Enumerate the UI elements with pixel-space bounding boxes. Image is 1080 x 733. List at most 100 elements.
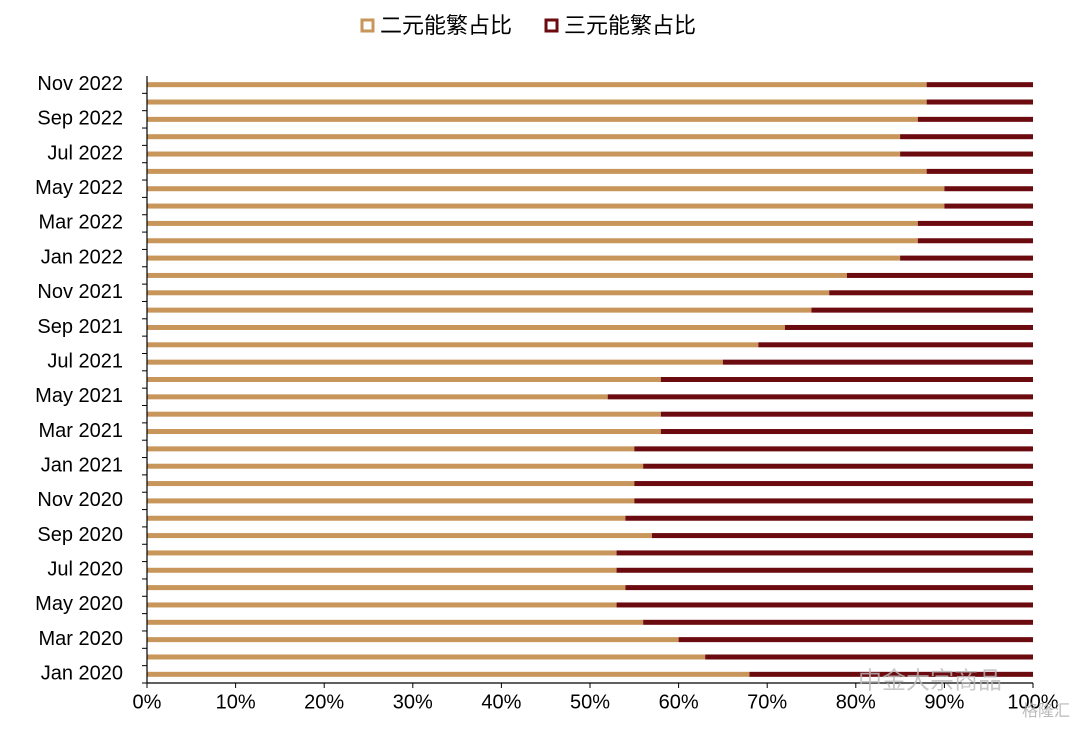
x-tick-label: 70% — [747, 691, 787, 713]
bar-segment — [846, 272, 1033, 278]
bar-segment — [147, 168, 927, 174]
bar-segment — [147, 255, 901, 261]
watermark: 格隆汇 — [1022, 702, 1070, 720]
bar-segment — [634, 498, 1033, 504]
bar-segment — [147, 498, 635, 504]
bar-segment — [147, 377, 661, 382]
bar-segment — [147, 654, 706, 660]
bar-segment — [147, 463, 644, 469]
watermark: 中金大宗商品 — [858, 667, 1002, 694]
bar-segment — [917, 238, 1033, 244]
bar-segment — [926, 168, 1033, 174]
y-tick-label: Sep 2021 — [37, 316, 123, 338]
x-tick-label: 50% — [570, 691, 610, 713]
bar-segment — [811, 307, 1033, 313]
x-tick-label: 100% — [1007, 691, 1058, 713]
y-tick-label: Mar 2021 — [39, 420, 124, 442]
bar-segment — [147, 307, 812, 313]
bar-segment — [660, 411, 1033, 417]
bar-segment — [616, 567, 1033, 573]
bar-segment — [643, 619, 1033, 625]
bar-segment — [147, 116, 918, 122]
bar-segment — [147, 602, 617, 608]
bar-segment — [147, 99, 927, 105]
bar-segment — [147, 637, 679, 643]
bar-segment — [147, 446, 635, 452]
bar-segment — [147, 550, 617, 556]
bar-segment — [147, 481, 635, 487]
legend-label: 三元能繁占比 — [564, 13, 696, 38]
bar-segment — [147, 272, 847, 278]
bar-segment — [147, 533, 653, 539]
bar-segment — [926, 82, 1033, 88]
bar-segment — [784, 324, 1033, 330]
x-tick-label: 40% — [481, 691, 521, 713]
bar-segment — [652, 533, 1033, 539]
y-tick-label: Sep 2022 — [37, 108, 123, 130]
y-tick-label: Jan 2021 — [41, 454, 123, 476]
bar-segment — [643, 463, 1033, 469]
y-tick-label: Nov 2022 — [37, 73, 123, 95]
bar-segment — [758, 342, 1033, 348]
bar-segment — [147, 671, 750, 677]
y-tick-label: Sep 2020 — [37, 524, 123, 546]
bar-segment — [147, 238, 918, 244]
bar-segment — [926, 99, 1033, 105]
legend-swatch — [360, 18, 375, 33]
bar-segment — [722, 359, 1033, 365]
bar-segment — [616, 602, 1033, 608]
bar-segment — [147, 134, 901, 140]
bar-segment — [616, 550, 1033, 556]
x-tick-label: 30% — [393, 691, 433, 713]
bar-segment — [829, 290, 1033, 296]
bar-segment — [944, 203, 1033, 209]
x-tick-label: 0% — [133, 691, 162, 713]
bar-segment — [147, 342, 759, 348]
y-tick-label: Nov 2021 — [37, 281, 123, 303]
y-tick-label: May 2022 — [35, 177, 123, 199]
bar-segment — [900, 151, 1033, 157]
x-tick-label: 60% — [659, 691, 699, 713]
bar-segment — [607, 394, 1033, 400]
bar-segment — [147, 567, 617, 573]
bar-segment — [147, 411, 661, 417]
bar-segment — [634, 481, 1033, 487]
bar-segment — [147, 324, 785, 330]
bar-segment — [625, 585, 1033, 591]
y-tick-label: Jul 2020 — [47, 559, 123, 581]
bar-segment — [749, 671, 1033, 677]
x-tick-label: 20% — [304, 691, 344, 713]
bar-segment — [147, 82, 927, 88]
x-tick-label: 10% — [216, 691, 256, 713]
y-tick-label: Mar 2022 — [39, 212, 124, 234]
y-tick-label: Jan 2022 — [41, 246, 123, 268]
bar-segment — [900, 134, 1033, 140]
bar-segment — [147, 151, 901, 157]
bar-segment — [147, 203, 945, 209]
bar-segment — [944, 186, 1033, 192]
bar-segment — [660, 377, 1033, 382]
legend-swatch — [544, 18, 559, 33]
bar-segment — [147, 585, 626, 591]
bar-segment — [917, 116, 1033, 122]
bar-segment — [147, 394, 608, 400]
y-tick-label: Jan 2020 — [41, 663, 123, 685]
bar-segment — [147, 186, 945, 192]
bar-segment — [917, 220, 1033, 226]
bar-segment — [634, 446, 1033, 452]
x-tick-label: 80% — [836, 691, 876, 713]
y-tick-label: Jul 2021 — [47, 350, 123, 372]
y-tick-label: May 2021 — [35, 385, 123, 407]
y-tick-label: Mar 2020 — [39, 628, 124, 650]
bar-segment — [147, 359, 723, 365]
bar-segment — [147, 290, 830, 296]
y-tick-label: May 2020 — [35, 593, 123, 615]
bar-segment — [147, 220, 918, 226]
bar-segment — [147, 429, 661, 435]
bar-segment — [660, 429, 1033, 435]
y-tick-label: Nov 2020 — [37, 489, 123, 511]
legend-label: 二元能繁占比 — [380, 13, 512, 38]
bar-segment — [900, 255, 1033, 261]
bar-segment — [625, 515, 1033, 521]
